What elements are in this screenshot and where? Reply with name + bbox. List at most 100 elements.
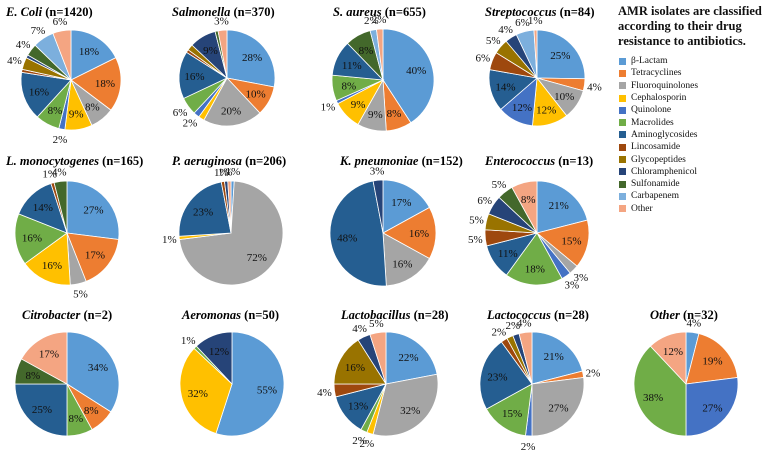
legend-swatch [619,69,626,77]
pie-slice [536,29,586,80]
pie-slice-label: 2% [505,320,520,332]
pie-slice-label: 4% [587,81,602,93]
legend-item: Fluoroquinolones [618,80,776,92]
legend-item: Other [618,203,776,215]
pie-title-name: Aeromonas [181,308,241,322]
pie-slice-label: 2% [372,14,387,26]
pie-title-count: (n=370) [230,5,274,19]
pie-slice-label: 18% [95,78,115,90]
pie-slice-label: 11% [498,248,518,260]
legend-label: Aminoglycosides [631,129,698,140]
pie-slice-label: 4% [517,318,532,330]
pie-title-name: Other [650,308,680,322]
pie-slice-label: 3% [214,15,229,27]
pie-slice-label: 34% [88,362,108,374]
pie-slice [531,377,585,437]
pie-slice-label: 4% [352,323,367,335]
pie-slice-label: 1% [162,234,177,246]
pie-slice-label: 21% [544,351,564,363]
legend-label: Cephalosporin [631,93,687,104]
pie-slice [685,377,739,437]
legend-label: Sulfonamide [631,179,680,190]
legend-swatch [619,119,626,127]
legend-item: Lincosamide [618,141,776,153]
pie-title-name: K. pneumoniae [339,154,419,168]
pie-slice [333,339,387,385]
pie-slice-label: 12% [209,346,229,358]
pie-slice [385,331,438,385]
pie-slice [14,213,68,265]
legend-item: Macrolides [618,116,776,128]
pie-chart: Lactobacillus (n=28) 22% 32% 2%2% 13% 4% 16% 4%… [317,308,448,450]
pie-title: P. aeruginosa (n=206) [172,154,286,168]
pie-slice-label: 4% [7,55,22,67]
pie-title-name: Lactobacillus [340,308,411,322]
pie-slice-label: 27% [83,205,103,217]
pie-slice-label: 10% [554,91,574,103]
legend-label: Chloramphenicol [631,166,697,177]
pie-slice [369,331,387,385]
pie-slice-label: 4% [686,318,701,330]
pie-slice [20,71,72,118]
pie-title-name: Citrobacter [22,308,80,322]
pie-chart: K. pneumoniae (n=152) 17% 16% 16% 48% 3% [329,154,463,287]
pie-slice-label: 2% [359,438,374,450]
pie-slice-label: 2% [53,134,68,146]
pie-slice-label: 6% [173,107,188,119]
pie-title: Lactobacillus (n=28) [340,308,448,322]
pie-slice [227,180,232,234]
pie-slice [511,180,538,234]
pie-slice-label: 28% [242,52,262,64]
pie-slice-label: 1% [528,15,543,27]
pie-slice-label: 22% [398,352,418,364]
pie-slice-label: 8% [521,194,536,206]
pie-title-count: (n=2) [80,308,112,322]
pie-slice-label: 1% [181,335,196,347]
pie-chart: Citrobacter (n=2)34%8%8%25%8%17% [14,308,120,437]
pie-slice-label: 40% [406,65,426,77]
pie-slice [70,29,117,81]
pie-slice-label: 9% [351,99,366,111]
pie-slice-label: 20% [221,105,241,117]
pie-title-name: Salmonella [172,5,230,19]
pie-slice-label: 16% [409,228,429,240]
pie-slice-label: 1% [42,169,57,181]
legend-swatch [619,131,626,139]
pie-title: Citrobacter (n=2) [22,308,112,322]
pie-title-count: (n=655) [382,5,426,19]
pie-slice-label: 6% [475,52,490,64]
pie-slice [329,180,387,287]
pie-slice-label: 23% [487,371,507,383]
pie-title-count: (n=206) [242,154,286,168]
pie-slice [53,180,68,234]
pie-slice-label: 23% [193,206,213,218]
pie-slice-label: 21% [549,200,569,212]
pie-slice-label: 9% [69,109,84,121]
pie-slice-label: 2% [364,15,379,27]
pie-title-count: (n=28) [551,308,589,322]
pie-slice-label: 4% [317,387,332,399]
pie-title-count: (n=84) [557,5,595,19]
legend-swatch [619,180,626,188]
pie-slice-label: 6% [515,17,530,29]
pie-slice [20,331,68,385]
pie-title-count: (n=1420) [42,5,93,19]
pie-title: K. pneumoniae (n=152) [339,154,463,168]
pie-slice-label: 15% [561,236,581,248]
pie-title-count: (n=28) [410,308,448,322]
pie-slice-label: 6% [53,16,68,28]
pie-slice [518,331,533,385]
pie-chart: Enterococcus (n=13)21%15%3%3%18%11%5%5%6… [468,154,593,291]
pie-title: Aeromonas (n=50) [181,308,279,322]
pie-slice [195,331,233,386]
pie-title: L. monocytogenes (n=165) [5,154,143,168]
pie-slice-label: 1% [321,102,336,114]
pie-slice [179,347,233,434]
pie-slice-label: 4% [16,39,31,51]
pie-title: Salmonella (n=370) [172,5,275,19]
pie-slice-label: 48% [337,233,357,245]
pie-slice-label: 5% [73,289,88,301]
pie-slice [536,219,590,267]
pie-slice-label: 38% [643,392,663,404]
